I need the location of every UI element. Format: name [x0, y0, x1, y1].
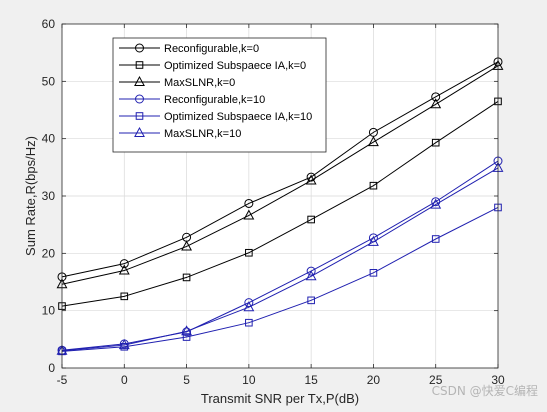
data-point: [181, 325, 193, 336]
data-point: [120, 292, 129, 301]
data-point: [307, 215, 315, 224]
legend-entry: Reconfigurable,k=10: [119, 94, 265, 106]
legend-label: MaxSLNR,k=10: [164, 128, 241, 140]
legend-marker: [135, 112, 144, 120]
data-point: [430, 98, 442, 109]
x-tick-label: 0: [121, 373, 128, 387]
data-point: [181, 240, 193, 251]
legend-entry: Optimized Subspaece IA,k=10: [119, 111, 312, 123]
series-line: [61, 61, 499, 278]
data-point: [306, 266, 316, 276]
x-tick-label: 25: [429, 373, 443, 387]
legend-label: Reconfigurable,k=10: [164, 94, 265, 106]
legend-label: Reconfigurable,k=0: [164, 43, 259, 55]
data-point: [182, 333, 191, 341]
data-point: [307, 296, 315, 305]
series-line: [61, 160, 499, 351]
data-point: [305, 174, 317, 185]
legend-label: MaxSLNR,k=0: [164, 77, 235, 89]
y-tick-label: 50: [42, 74, 56, 88]
data-point: [369, 181, 378, 190]
data-point: [431, 235, 440, 243]
y-tick-label: 20: [42, 246, 56, 260]
legend-entry: Reconfigurable,k=0: [119, 43, 259, 55]
data-point: [431, 138, 440, 147]
legend-entry: Optimized Subspaece IA,k=0: [119, 60, 306, 72]
data-point: [367, 136, 379, 147]
legend-marker: [135, 94, 144, 104]
y-tick-label: 40: [42, 132, 56, 146]
legend-marker: [134, 126, 145, 137]
legend-label: Optimized Subspaece IA,k=0: [164, 60, 306, 72]
data-point: [244, 198, 254, 208]
data-point: [367, 235, 379, 246]
data-point: [118, 264, 130, 275]
series-3: [56, 59, 504, 289]
data-point: [245, 318, 253, 327]
series-layer: [56, 57, 504, 356]
legend-label: Optimized Subspaece IA,k=10: [164, 111, 312, 123]
data-point: [430, 198, 442, 209]
series-line: [61, 100, 499, 307]
y-tick-label: 60: [42, 17, 56, 31]
data-point: [243, 301, 255, 312]
x-tick-label: -5: [57, 373, 68, 387]
series-line: [61, 65, 499, 285]
data-point: [119, 259, 129, 269]
data-point: [245, 248, 253, 257]
watermark: CSDN @快爱C编程: [432, 383, 538, 398]
legend-entry: MaxSLNR,k=10: [119, 126, 241, 140]
legend: Reconfigurable,k=0 Optimized Subspaece IA…: [112, 37, 327, 153]
legend-entry: MaxSLNR,k=0: [119, 75, 235, 89]
legend-marker: [135, 61, 144, 69]
data-point: [431, 92, 441, 102]
x-tick-label: 20: [367, 373, 381, 387]
data-point: [305, 270, 317, 281]
data-point: [118, 339, 130, 350]
data-point: [182, 273, 191, 282]
y-tick-label: 10: [42, 304, 56, 318]
y-axis-label: Sum Rate,R(bps/Hz): [23, 136, 38, 256]
legend-marker: [134, 75, 145, 86]
data-point: [369, 269, 378, 277]
x-tick-label: 30: [491, 373, 505, 387]
series-line: [61, 167, 499, 352]
legend-marker: [135, 43, 144, 53]
y-tick-label: 0: [48, 361, 55, 375]
series-line: [61, 207, 499, 352]
x-tick-label: 15: [304, 373, 318, 387]
x-tick-label: 10: [242, 373, 256, 387]
data-point: [243, 209, 255, 220]
x-axis-label: Transmit SNR per Tx,P(dB): [201, 391, 359, 406]
data-point: [244, 298, 254, 308]
y-tick-label: 30: [42, 189, 56, 203]
x-tick-label: 5: [183, 373, 190, 387]
